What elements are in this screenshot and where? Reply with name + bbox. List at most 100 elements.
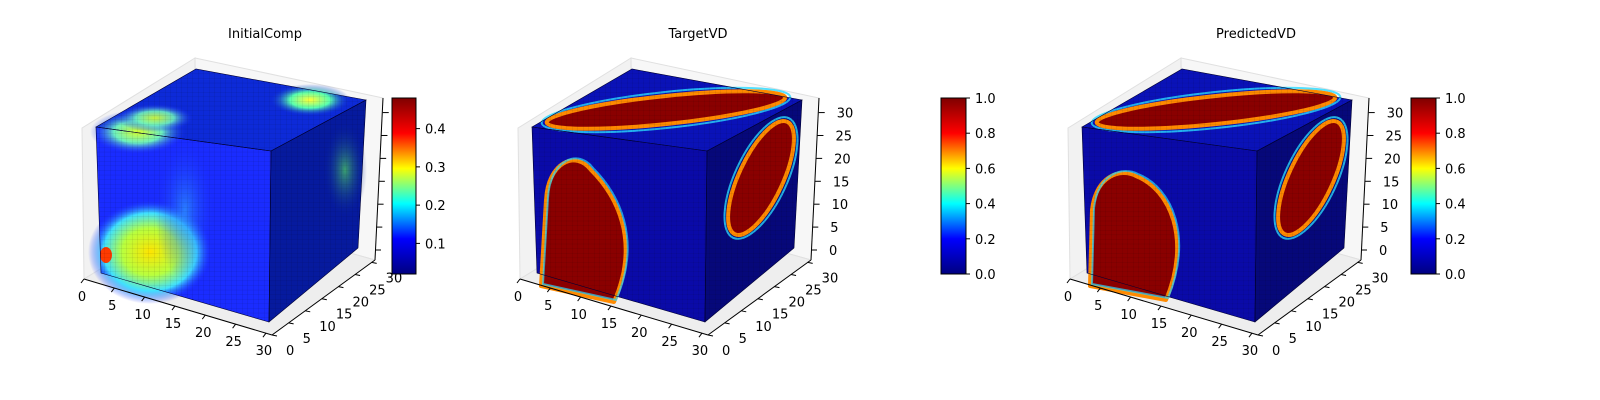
y-axis-line [1257,259,1362,336]
x-tick-mark [577,296,582,302]
x-tick-label: 5 [1094,299,1102,314]
y-tick-mark [707,334,714,337]
colorbar [940,97,967,275]
colorbar-tick-label: 0.1 [425,237,446,252]
y-tick-label: 5 [303,332,311,347]
z-tick-label: 30 [837,107,854,122]
y-tick-mark [1324,286,1330,289]
y-tick-mark [807,261,813,264]
y-tick-mark [790,274,797,277]
y-tick-label: 10 [319,320,336,335]
y-tick-label: 15 [772,308,789,323]
y-tick-mark [1357,261,1363,264]
x-tick-label: 25 [1211,335,1228,350]
z-tick-label: 25 [835,129,852,144]
x-tick-label: 30 [256,344,273,359]
x-tick-label: 5 [108,299,116,314]
x-tick-mark [698,332,703,338]
right-voxel-grid [1254,99,1353,323]
y-tick-label: 25 [805,284,822,299]
x-tick-mark [516,278,521,284]
x-tick-mark [232,323,237,329]
y-tick-label: 0 [286,344,294,359]
voxel-cube [88,68,367,323]
y-tick-label: 30 [1372,271,1389,286]
x-tick-label: 15 [601,317,618,332]
z-tick-label: 25 [1385,129,1402,144]
colorbar-tick-label: 1.0 [975,92,996,107]
y-axis-line [707,259,812,336]
x-tick-label: 0 [514,290,522,305]
z-tick-label: 0 [1379,244,1387,259]
x-tick-label: 0 [1064,290,1072,305]
z-tick-label: 20 [1384,152,1401,167]
y-tick-label: 10 [755,320,772,335]
x-tick-mark [1127,296,1132,302]
colorbar-tick-label: 0.0 [1445,268,1466,283]
colorbar [391,97,417,275]
colorbar-tick-label: 0.4 [975,198,996,213]
colorbar-tick-label: 0.2 [1445,233,1466,248]
voxel-cube [531,68,803,323]
x-tick-mark [546,287,551,293]
z-tick-label: 10 [1382,198,1399,213]
y-tick-label: 20 [352,296,369,311]
y-tick-label: 10 [1305,320,1322,335]
x-tick-label: 25 [661,335,678,350]
colorbar-tick-label: 0.3 [425,161,446,176]
colorbar-tick-label: 0.2 [425,199,446,214]
y-tick-mark [1307,298,1313,301]
y-tick-mark [338,286,344,289]
z-tick-label: 10 [832,198,849,213]
colorbar-tick-label: 1.0 [1445,92,1466,107]
y-tick-mark [354,274,361,277]
x-tick-label: 10 [1120,308,1137,323]
z-tick-label: 15 [1383,175,1400,190]
x-tick-label: 20 [1181,326,1198,341]
z-tick-label: 0 [829,244,837,259]
x-tick-mark [1187,314,1192,320]
colorbar-tick-label: 0.4 [425,123,446,138]
x-tick-label: 20 [195,326,212,341]
x-tick-mark [110,287,115,293]
y-tick-label: 5 [1289,332,1297,347]
panel-title: InitialComp [228,27,302,42]
y-axis-line [271,259,376,336]
x-tick-mark [668,323,673,329]
x-axis-line [1069,278,1259,336]
x-tick-label: 30 [692,344,709,359]
y-tick-mark [724,322,730,325]
z-tick-label: 5 [830,221,838,236]
colorbar-tick-label: 0.2 [975,233,996,248]
y-tick-label: 25 [1355,284,1372,299]
colorbar-tick-label: 0.6 [1445,162,1466,177]
y-tick-mark [1291,310,1297,313]
y-tick-mark [321,298,327,301]
front-voxel-grid [1081,126,1258,323]
colorbar-tick-label: 0.8 [975,127,996,142]
y-tick-mark [757,298,763,301]
x-tick-mark [201,314,206,320]
x-tick-label: 10 [134,308,151,323]
y-tick-label: 20 [1338,296,1355,311]
x-tick-mark [607,305,612,311]
y-tick-label: 30 [386,271,403,286]
panel-title: PredictedVD [1216,27,1296,42]
colorbar-tick-label: 0.6 [975,162,996,177]
z-tick-label: 30 [1387,107,1404,122]
x-tick-label: 10 [570,308,587,323]
y-tick-mark [305,310,311,313]
y-tick-mark [1274,322,1280,325]
voxel-cube [1081,68,1353,323]
z-axis-line [810,97,820,261]
x-tick-mark [1096,287,1101,293]
y-tick-mark [774,286,780,289]
y-tick-mark [371,261,377,264]
y-tick-label: 20 [788,296,805,311]
x-tick-mark [262,332,267,338]
x-tick-label: 5 [544,299,552,314]
